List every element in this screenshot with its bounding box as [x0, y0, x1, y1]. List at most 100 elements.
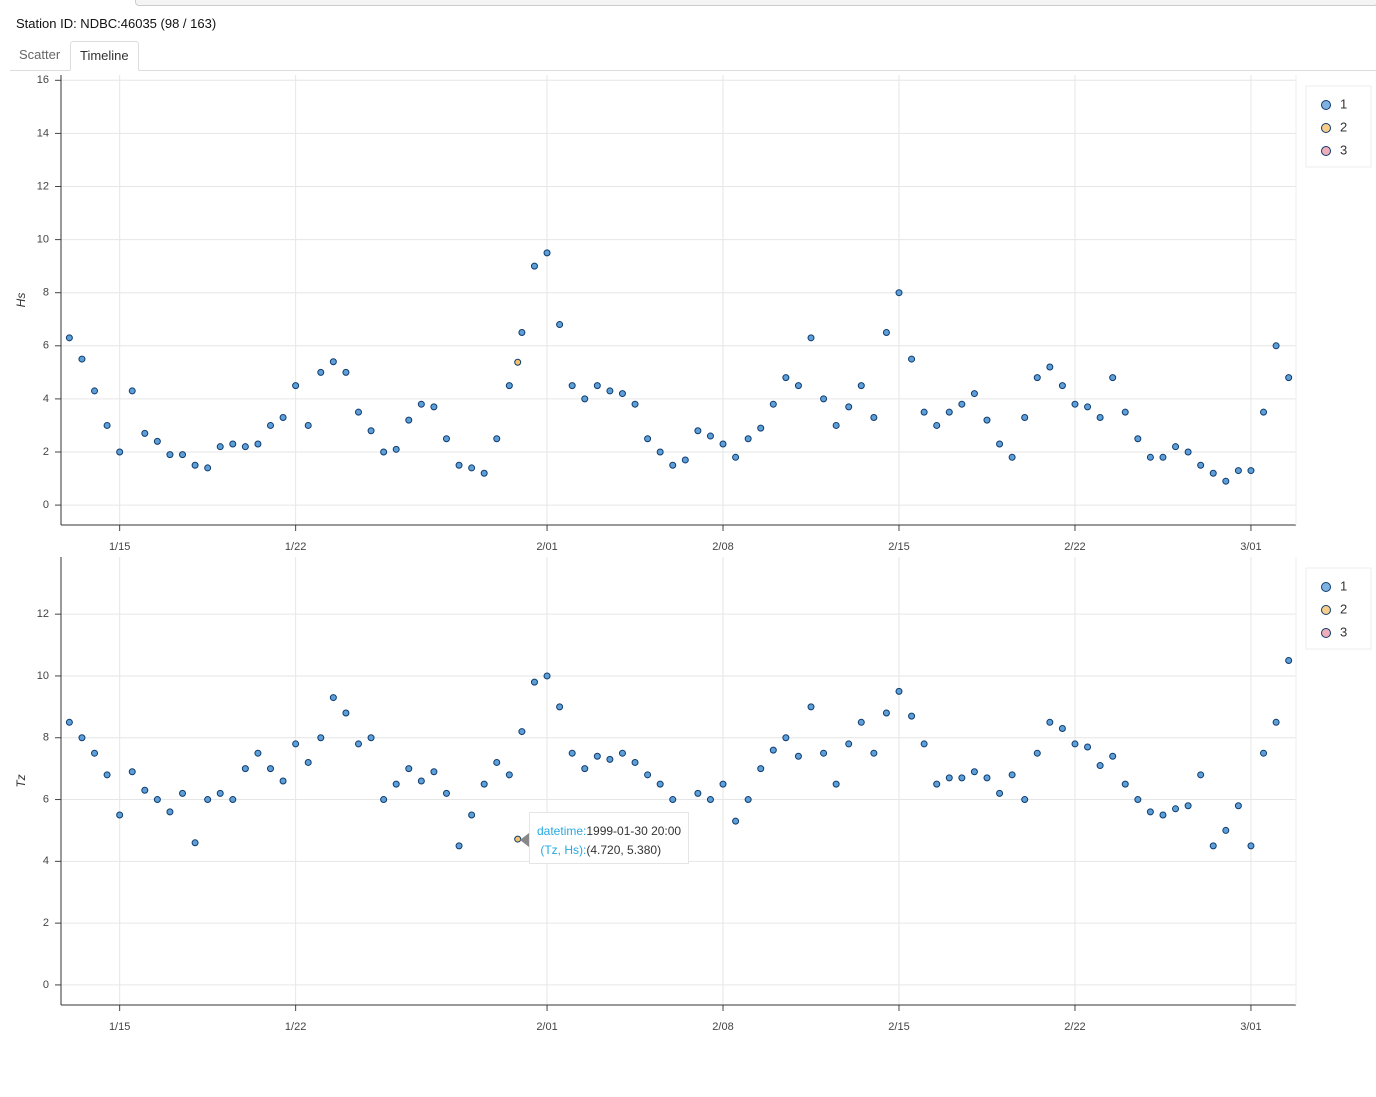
point	[556, 703, 564, 711]
point	[1084, 403, 1092, 411]
point	[141, 429, 149, 437]
x-tick-label: 1/22	[285, 541, 306, 553]
point	[1134, 796, 1142, 804]
y-tick-label: 4	[43, 855, 49, 867]
point	[556, 321, 564, 329]
point	[920, 740, 928, 748]
legend-swatch	[1321, 628, 1331, 638]
point	[732, 817, 740, 825]
point	[153, 437, 161, 445]
point	[1247, 467, 1255, 475]
point	[254, 440, 262, 448]
point	[644, 771, 652, 779]
point	[191, 461, 199, 469]
point	[493, 758, 501, 766]
point	[920, 408, 928, 416]
x-tick-label: 2/08	[712, 1021, 733, 1033]
y-tick-label: 12	[37, 180, 49, 192]
point	[1172, 443, 1180, 451]
point	[430, 403, 438, 411]
legend-box	[1305, 85, 1372, 168]
x-tick-label: 2/22	[1064, 541, 1085, 553]
point	[1134, 435, 1142, 443]
x-tick-label: 1/22	[285, 1021, 306, 1033]
x-tick-label: 2/01	[536, 541, 557, 553]
station-label: Station ID: NDBC:46035 (98 / 163)	[16, 16, 217, 31]
point	[380, 796, 388, 804]
x-tick-label: 3/01	[1240, 541, 1261, 553]
point	[744, 796, 752, 804]
point	[782, 734, 790, 742]
tab[interactable]: Scatter	[19, 47, 61, 62]
point	[78, 734, 86, 742]
point	[983, 416, 991, 424]
point	[593, 382, 601, 390]
point	[405, 416, 413, 424]
point	[706, 796, 714, 804]
point	[103, 421, 111, 429]
legend: 1 2 3	[1305, 567, 1372, 650]
tooltip-key: datetime:	[537, 824, 587, 838]
point	[1272, 718, 1280, 726]
point	[845, 403, 853, 411]
y-tick-label: 12	[37, 608, 49, 620]
point	[1197, 461, 1205, 469]
point	[1071, 740, 1079, 748]
tooltip: datetime:1999-01-30 20:00 (Tz, Hs):(4.72…	[529, 812, 689, 864]
point	[354, 408, 362, 416]
y-tick-label: 14	[37, 127, 49, 139]
point	[329, 358, 337, 366]
point	[1121, 408, 1129, 416]
point	[1046, 718, 1054, 726]
point	[179, 451, 187, 459]
point	[1222, 477, 1230, 485]
tab[interactable]: Timeline	[70, 41, 139, 71]
legend-swatch	[1321, 582, 1331, 592]
point	[279, 777, 287, 785]
point	[392, 780, 400, 788]
point	[1096, 762, 1104, 770]
point	[1285, 657, 1293, 665]
point	[832, 780, 840, 788]
point	[514, 835, 522, 843]
legend-label: 3	[1340, 624, 1347, 639]
point	[116, 448, 124, 456]
point	[945, 408, 953, 416]
point	[442, 435, 450, 443]
legend: 1 2 3	[1305, 85, 1372, 168]
point	[141, 786, 149, 794]
point	[128, 768, 136, 776]
point	[216, 443, 224, 451]
point	[983, 774, 991, 782]
point	[568, 382, 576, 390]
point	[656, 780, 664, 788]
point	[166, 451, 174, 459]
point	[543, 672, 551, 680]
point	[116, 811, 124, 819]
point	[908, 712, 916, 720]
point	[895, 687, 903, 695]
x-tick-label: 2/15	[888, 541, 909, 553]
point	[1033, 374, 1041, 382]
point	[91, 387, 99, 395]
point	[593, 752, 601, 760]
legend-swatch	[1321, 146, 1331, 156]
point	[757, 424, 765, 432]
point	[153, 796, 161, 804]
legend-swatch	[1321, 605, 1331, 615]
legend-label: 1	[1340, 578, 1347, 593]
tooltip-value: (4.720, 5.380)	[586, 843, 662, 857]
point	[392, 445, 400, 453]
point	[857, 382, 865, 390]
point	[719, 440, 727, 448]
y-tick-label: 0	[43, 979, 49, 991]
point	[581, 765, 589, 773]
x-tick-label: 2/15	[888, 1021, 909, 1033]
point	[694, 789, 702, 797]
point	[329, 694, 337, 702]
point	[581, 395, 589, 403]
point	[958, 774, 966, 782]
point	[354, 740, 362, 748]
